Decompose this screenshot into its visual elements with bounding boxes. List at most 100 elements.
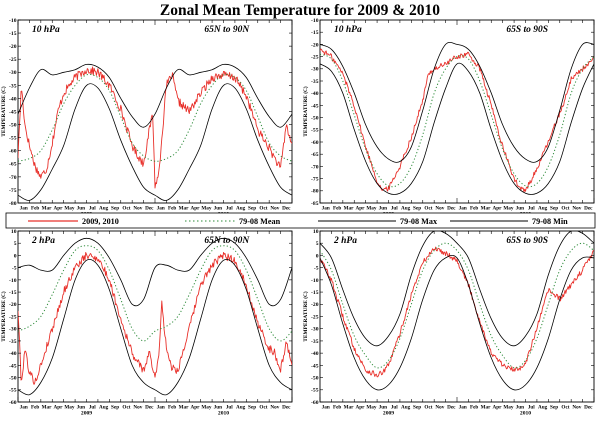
y-axis-label: TEMPERATURE (C) (0, 86, 7, 137)
y-tick-label: -40 (9, 96, 17, 102)
y-axis-label: TEMPERATURE (C) (0, 291, 7, 342)
chart-panel-sh-2hpa: -60-55-50-45-40-35-30-25-20-15-10-50510J… (302, 229, 595, 417)
y-tick-label: -60 (9, 149, 17, 155)
x-month-label: Sep (111, 405, 119, 411)
series-line-obs (18, 66, 292, 189)
y-tick-label: -30 (311, 67, 319, 73)
x-month-label: Oct (259, 206, 267, 212)
y-tick-label: -15 (311, 30, 319, 36)
y-tick-label: -65 (311, 152, 319, 158)
x-month-label: Nov (435, 206, 444, 212)
y-tick-label: -25 (9, 314, 17, 320)
y-tick-label: -35 (9, 339, 17, 345)
x-month-label: Mar (42, 206, 52, 212)
x-month-label: May (201, 206, 211, 212)
legend-label-obs: 2009, 2010 (82, 217, 119, 226)
y-tick-label: -30 (9, 70, 17, 76)
x-month-label: Nov (435, 405, 444, 411)
x-month-label: Nov (572, 405, 581, 411)
y-tick-label: -50 (311, 116, 319, 122)
x-month-label: May (503, 405, 513, 411)
panel-region-label: 65N to 90N (204, 236, 250, 246)
panel-region-label: 65S to 90S (506, 25, 548, 35)
y-tick-label: -20 (311, 302, 319, 308)
y-tick-label: -55 (9, 388, 17, 394)
x-month-label: Feb (31, 405, 39, 411)
y-tick-label: -45 (311, 363, 319, 369)
y-tick-label: -50 (9, 375, 17, 381)
y-tick-label: -80 (9, 201, 17, 207)
series-line-max (18, 63, 292, 128)
y-tick-label: -60 (311, 140, 319, 146)
x-month-label: Dec (584, 405, 593, 411)
x-month-label: Apr (53, 405, 63, 411)
y-tick-label: -20 (311, 42, 319, 48)
plot-area (18, 63, 292, 201)
x-month-label: May (503, 206, 513, 212)
x-month-label: Jun (77, 206, 85, 212)
y-tick-label: -5 (12, 266, 17, 272)
x-month-label: Jan (20, 405, 28, 411)
x-year-label: 2009 (81, 411, 92, 417)
legend-label-mean: 79-08 Mean (239, 217, 281, 226)
x-month-label: Sep (248, 206, 256, 212)
series-line-min (18, 83, 292, 201)
x-month-label: Oct (561, 405, 569, 411)
y-tick-label: 0 (316, 253, 319, 259)
x-month-label: Mar (42, 405, 52, 411)
x-month-label: Dec (282, 206, 291, 212)
y-tick-label: -70 (311, 164, 319, 170)
x-month-label: Feb (333, 206, 341, 212)
x-month-label: Dec (282, 405, 291, 411)
plot-area (18, 237, 292, 396)
x-month-label: Jul (226, 206, 233, 212)
x-month-label: Apr (53, 206, 63, 212)
y-tick-label: -10 (311, 278, 319, 284)
y-tick-label: -10 (9, 18, 17, 24)
x-month-label: Jul (528, 206, 535, 212)
y-tick-label: 5 (14, 241, 17, 247)
x-month-label: Aug (236, 206, 246, 212)
x-month-label: Feb (470, 405, 478, 411)
x-month-label: Oct (424, 206, 432, 212)
x-month-label: Mar (344, 405, 354, 411)
series-line-obs (320, 48, 594, 193)
x-month-label: May (64, 405, 74, 411)
chart-panel-sh-10hpa: -85 -80 -75 -70 -65 -60 -55 -50 -45 -40 -35 -30 -25 -… (302, 18, 595, 218)
chart-panel-nh-2hpa: -60-55-50-45-40-35-30-25-20-15-10-50510J… (0, 229, 293, 417)
x-month-label: Jul (391, 405, 398, 411)
plot-area (320, 41, 594, 195)
x-month-label: Oct (424, 405, 432, 411)
y-tick-label: -80 (311, 189, 319, 195)
series-line-mean (18, 73, 292, 162)
x-month-label: Jun (214, 206, 222, 212)
x-month-label: Mar (179, 405, 189, 411)
legend-frame (5, 212, 596, 229)
x-month-label: Nov (270, 405, 279, 411)
y-tick-label: -5 (314, 266, 319, 272)
x-month-label: Apr (190, 206, 200, 212)
y-tick-label: -50 (9, 122, 17, 128)
x-month-label: Jan (157, 405, 165, 411)
x-month-label: Aug (236, 405, 246, 411)
series-line-min (18, 258, 292, 396)
x-month-label: Apr (492, 405, 502, 411)
legend-label-min: 79-08 Min (532, 217, 568, 226)
x-month-label: Aug (401, 206, 411, 212)
x-month-label: Jul (89, 405, 96, 411)
y-tick-label: -70 (9, 175, 17, 181)
x-month-label: Oct (122, 405, 130, 411)
figure-title: Zonal Mean Temperature for 2009 & 2010 (160, 2, 440, 19)
x-month-label: Aug (538, 206, 548, 212)
y-tick-label: -65 (9, 162, 17, 168)
y-tick-label: -30 (9, 327, 17, 333)
y-tick-label: -10 (311, 18, 319, 24)
series-line-obs (18, 251, 292, 385)
series-line-max (320, 41, 594, 163)
y-tick-label: -20 (9, 44, 17, 50)
x-month-label: Dec (145, 206, 154, 212)
x-month-label: Jul (89, 206, 96, 212)
y-tick-label: -85 (311, 201, 319, 207)
x-year-label: 2009 (383, 411, 394, 417)
series-line-max (320, 231, 594, 347)
